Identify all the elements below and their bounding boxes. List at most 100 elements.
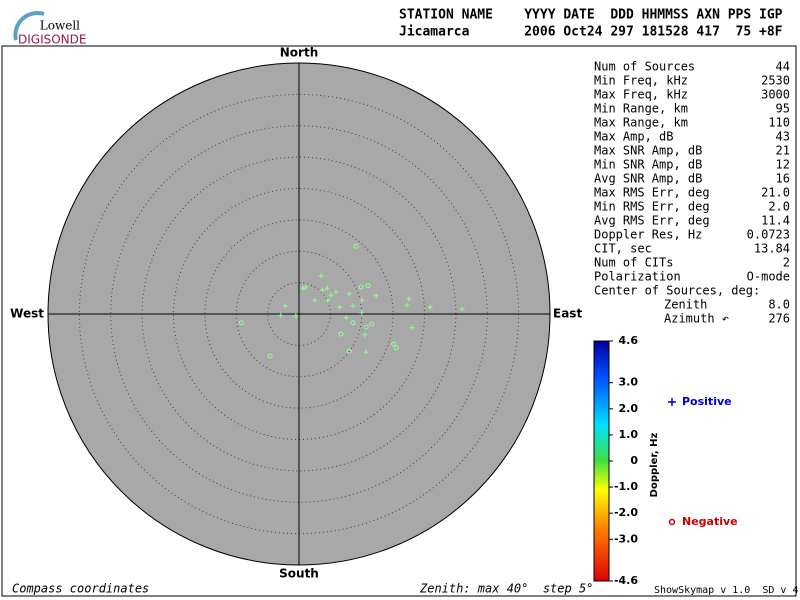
logo-top: Lowell (40, 19, 80, 33)
stat-label: Polarization (594, 270, 681, 284)
stat-label: Doppler Res, Hz (594, 228, 702, 242)
point (373, 293, 379, 299)
point (325, 297, 331, 303)
stat-value: 43 (776, 130, 790, 144)
point (343, 315, 349, 321)
stat-label: Max Freq, kHz (594, 88, 688, 102)
stat-value: 0.0723 (747, 228, 790, 242)
point (404, 302, 410, 308)
stat-value: 95 (776, 102, 790, 116)
stat-value: 11.4 (761, 214, 790, 228)
point (369, 321, 375, 327)
stat-label: Min SNR Amp, dB (594, 158, 702, 172)
point (267, 353, 273, 359)
stat-label: Max RMS Err, deg (594, 186, 710, 200)
legend-marker (668, 518, 676, 526)
point (363, 324, 369, 330)
point (391, 341, 397, 347)
stat-label: Num of CITs (594, 256, 673, 270)
header-line: Jicamarca 2006 Oct24 297 181528 417 75 +… (399, 25, 783, 40)
colorbar-tick-label: 1.0 (619, 428, 639, 441)
point (319, 287, 325, 293)
colorbar-tick-label: -2.0 (614, 506, 638, 519)
colorbar-tick-label: 4.6 (619, 334, 639, 347)
point (350, 320, 356, 326)
legend-label: Positive (682, 395, 732, 408)
stat-value: 16 (776, 172, 790, 186)
footer-left: Compass coordinates (12, 582, 149, 596)
point (328, 292, 334, 298)
point (278, 312, 284, 318)
stat-value: 276 (768, 312, 790, 326)
stat-value: 13.84 (754, 242, 790, 256)
point (318, 273, 324, 279)
colorbar-tick-label: -3.0 (614, 532, 638, 545)
point (459, 306, 465, 312)
legend-marker (668, 398, 676, 406)
point (338, 331, 344, 337)
stat-value: O-mode (747, 270, 790, 284)
direction-east: East (553, 307, 582, 321)
stat-value: 8.0 (768, 298, 790, 312)
point (350, 303, 356, 309)
point (346, 348, 352, 354)
colorbar-tick-label: -4.6 (614, 574, 638, 587)
point (362, 332, 368, 338)
direction-north: North (280, 46, 318, 60)
point (409, 325, 415, 331)
stat-label: Num of Sources (594, 60, 695, 74)
stat-label: Zenith (664, 298, 707, 312)
stat-label: Max SNR Amp, dB (594, 144, 702, 158)
point (324, 285, 330, 291)
stat-value: 3000 (761, 88, 790, 102)
point (365, 283, 371, 289)
stat-value: 21 (776, 144, 790, 158)
colorbar (593, 340, 610, 582)
direction-south: South (279, 567, 319, 581)
point (353, 243, 359, 249)
point (359, 310, 365, 316)
stat-label: CIT, sec (594, 242, 652, 256)
stat-label: Max Range, km (594, 116, 688, 130)
point (282, 303, 288, 309)
stat-label: Min RMS Err, deg (594, 200, 710, 214)
point (346, 291, 352, 297)
point (359, 297, 365, 303)
point (303, 284, 309, 290)
colorbar-tick-label: -1.0 (614, 480, 638, 493)
footer-right: ShowSkymap v 1.0 SD v 4.2 (654, 585, 800, 596)
point (337, 304, 343, 310)
point (293, 313, 299, 319)
stat-value: 44 (776, 60, 790, 74)
point (333, 289, 339, 295)
header-line: STATION NAME YYYY DATE DDD HHMMSS AXN PP… (399, 8, 783, 23)
colorbar-label: Doppler, Hz (649, 433, 660, 498)
direction-west: West (10, 307, 44, 321)
footer-middle: Zenith: max 40° step 5° (419, 582, 593, 596)
point (363, 349, 369, 355)
stat-label: Min Range, km (594, 102, 688, 116)
stat-value: 110 (768, 116, 790, 130)
point (406, 296, 412, 302)
logo-arc (13, 11, 45, 41)
colorbar-tick-label: 0 (630, 454, 638, 467)
stat-value: 2.0 (768, 200, 790, 214)
frame (1, 45, 797, 597)
point (312, 297, 318, 303)
stat-label: Azimuth ↶ (664, 312, 729, 326)
point (300, 285, 306, 291)
colorbar-tick-label: 3.0 (619, 376, 639, 389)
point (393, 345, 399, 351)
point (238, 320, 244, 326)
stat-label: Center of Sources, deg: (594, 284, 760, 298)
stat-label: Min Freq, kHz (594, 74, 688, 88)
stat-value: 12 (776, 158, 790, 172)
point (427, 304, 433, 310)
point (358, 284, 364, 290)
stat-label: Max Amp, dB (594, 130, 673, 144)
stat-label: Avg SNR Amp, dB (594, 172, 702, 186)
colorbar-tick-label: 2.0 (619, 402, 639, 415)
stat-value: 21.0 (761, 186, 790, 200)
logo-bottom: DIGISONDE (18, 33, 86, 47)
